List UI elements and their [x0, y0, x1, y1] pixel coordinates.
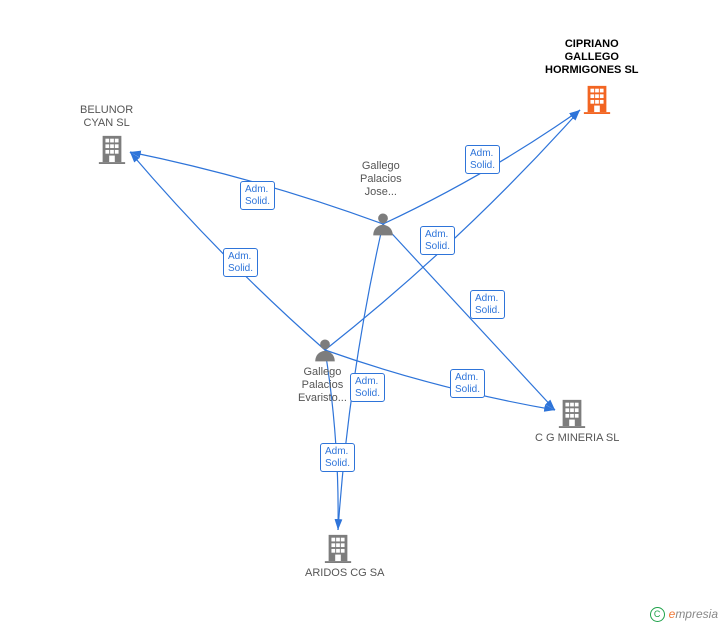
node-label-evaristo: Gallego Palacios Evaristo...: [298, 366, 347, 406]
building-icon: [97, 134, 127, 169]
edge-label: Adm. Solid.: [420, 226, 455, 255]
copyright: Cempresia: [650, 607, 718, 622]
building-icon: [582, 84, 612, 119]
node-label-cipriano: CIPRIANO GALLEGO HORMIGONES SL: [545, 38, 639, 78]
node-label-jose: Gallego Palacios Jose...: [360, 160, 402, 200]
edge-label: Adm. Solid.: [350, 373, 385, 402]
edge-label: Adm. Solid.: [240, 181, 275, 210]
node-label-aridos: ARIDOS CG SA: [305, 567, 384, 580]
edge-label: Adm. Solid.: [320, 443, 355, 472]
node-label-belunor: BELUNOR CYAN SL: [80, 104, 133, 130]
building-icon: [323, 533, 353, 568]
edge-label: Adm. Solid.: [450, 369, 485, 398]
edges-layer: [0, 0, 728, 630]
building-icon: [557, 398, 587, 433]
edge-label: Adm. Solid.: [465, 145, 500, 174]
person-icon: [370, 211, 396, 242]
copyright-icon: C: [650, 607, 665, 622]
person-icon: [312, 337, 338, 368]
edge-label: Adm. Solid.: [223, 248, 258, 277]
edge-label: Adm. Solid.: [470, 290, 505, 319]
node-label-cgmineria: C G MINERIA SL: [535, 432, 619, 445]
brand-rest: mpresia: [675, 607, 718, 621]
